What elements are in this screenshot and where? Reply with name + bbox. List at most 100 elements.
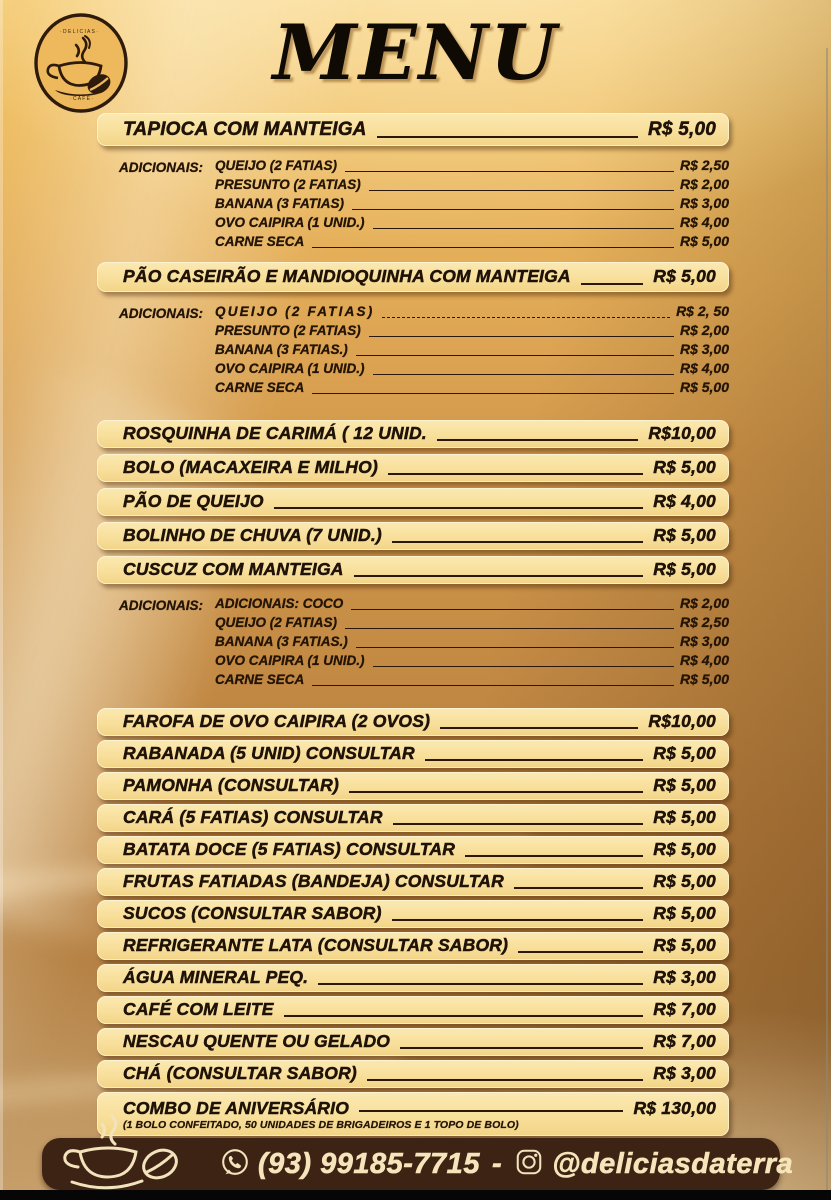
dotted-leader bbox=[366, 1079, 644, 1081]
page-title: MENU bbox=[272, 8, 559, 97]
item-name: RABANADA (5 UNID) CONSULTAR bbox=[123, 743, 415, 764]
dotted-leader bbox=[318, 983, 644, 985]
menu-item-row: NESCAU QUENTE OU GELADO R$ 7,00 bbox=[97, 1028, 729, 1056]
addon-row: PRESUNTO (2 FATIAS) R$ 2,00 bbox=[215, 176, 729, 195]
menu-item-row: PÃO CASEIRÃO E MANDIOQUINHA COM MANTEIGA… bbox=[97, 262, 729, 292]
addon-name: BANANA (3 FATIAS.) bbox=[215, 342, 348, 357]
item-name: FAROFA DE OVO CAIPIRA (2 OVOS) bbox=[123, 711, 431, 732]
menu-item-row: REFRIGERANTE LATA (CONSULTAR SABOR) R$ 5,… bbox=[97, 932, 729, 960]
item-name: PAMONHA (CONSULTAR) bbox=[123, 775, 340, 796]
addon-row: BANANA (3 FATIAS.) R$ 3,00 bbox=[215, 341, 729, 360]
addon-price: R$ 3,00 bbox=[679, 633, 729, 649]
menu-item-row: BOLO (MACAXEIRA E MILHO) R$ 5,00 bbox=[97, 454, 729, 482]
svg-text:· C A F É ·: · C A F É · bbox=[70, 95, 93, 102]
item-name: CAFÉ COM LEITE bbox=[123, 999, 274, 1020]
dotted-leader bbox=[440, 727, 639, 729]
item-name: BOLINHO DE CHUVA (7 UNID.) bbox=[123, 525, 382, 546]
addons-rows: ADICIONAIS: COCO R$ 2,00 QUEIJO (2 FATIAS)… bbox=[215, 595, 729, 690]
dotted-leader bbox=[376, 136, 639, 138]
addon-name: CARNE SECA bbox=[215, 380, 305, 395]
dotted-leader bbox=[353, 575, 644, 577]
dotted-leader bbox=[387, 473, 644, 475]
phone-number: (93) 99185-7715 bbox=[258, 1147, 480, 1180]
item-price: R$ 4,00 bbox=[653, 491, 716, 512]
dotted-leader bbox=[400, 1047, 644, 1049]
addon-row: OVO CAIPIRA (1 UNID.) R$ 4,00 bbox=[215, 360, 729, 379]
dotted-leader bbox=[355, 355, 674, 356]
addon-name: BANANA (3 FATIAS.) bbox=[215, 634, 348, 649]
item-name: BOLO (MACAXEIRA E MILHO) bbox=[123, 457, 378, 478]
item-name: PÃO CASEIRÃO E MANDIOQUINHA COM MANTEIGA bbox=[123, 266, 571, 287]
menu-item-line: COMBO DE ANIVERSÁRIO R$ 130,00 bbox=[123, 1100, 716, 1118]
addon-row: BANANA (3 FATIAS.) R$ 3,00 bbox=[215, 633, 729, 652]
addon-row: CARNE SECA R$ 5,00 bbox=[215, 233, 729, 252]
addon-name: OVO CAIPIRA (1 UNID.) bbox=[215, 361, 365, 376]
addon-price: R$ 3,00 bbox=[679, 195, 729, 211]
item-price: R$ 5,00 bbox=[653, 525, 716, 546]
item-price: R$10,00 bbox=[648, 423, 716, 444]
addon-price: R$ 5,00 bbox=[679, 671, 729, 687]
dotted-leader bbox=[518, 951, 644, 953]
dotted-leader bbox=[382, 317, 671, 318]
item-name: REFRIGERANTE LATA (CONSULTAR SABOR) bbox=[123, 935, 509, 956]
menu-item-row: CHÁ (CONSULTAR SABOR) R$ 3,00 bbox=[97, 1060, 729, 1088]
addon-row: PRESUNTO (2 FATIAS) R$ 2,00 bbox=[215, 322, 729, 341]
menu-item-row: TAPIOCA COM MANTEIGA R$ 5,00 bbox=[97, 113, 729, 146]
menu-item-row: BATATA DOCE (5 FATIAS) CONSULTAR R$ 5,00 bbox=[97, 836, 729, 864]
addon-name: ADICIONAIS: COCO bbox=[215, 596, 344, 611]
bottom-black-strip bbox=[0, 1190, 831, 1200]
item-name: ROSQUINHA DE CARIMÁ ( 12 UNID. bbox=[123, 423, 427, 444]
item-price: R$ 5,00 bbox=[648, 119, 716, 140]
item-name: CARÁ (5 FATIAS) CONSULTAR bbox=[123, 807, 383, 828]
item-name: BATATA DOCE (5 FATIAS) CONSULTAR bbox=[123, 839, 456, 860]
footer-contact-bar: (93) 99185-7715 - @deliciasdaterra bbox=[42, 1114, 793, 1190]
menu-item-row: FAROFA DE OVO CAIPIRA (2 OVOS) R$10,00 bbox=[97, 708, 729, 736]
item-name: SUCOS (CONSULTAR SABOR) bbox=[123, 903, 382, 924]
page-edge-right bbox=[826, 48, 828, 1200]
item-price: R$ 130,00 bbox=[633, 1098, 716, 1119]
addon-price: R$ 2,00 bbox=[679, 176, 729, 192]
dotted-leader bbox=[465, 855, 644, 857]
item-name: COMBO DE ANIVERSÁRIO bbox=[123, 1098, 350, 1119]
addon-row: ADICIONAIS: COCO R$ 2,00 bbox=[215, 595, 729, 614]
brand-logo: · D E L I C I A S · · C A F É · bbox=[33, 12, 129, 114]
item-price: R$ 5,00 bbox=[653, 935, 716, 956]
coffee-logo-icon: · D E L I C I A S · · C A F É · bbox=[34, 13, 128, 113]
addon-price: R$ 2,00 bbox=[679, 322, 729, 338]
menu-item-row: SUCOS (CONSULTAR SABOR) R$ 5,00 bbox=[97, 900, 729, 928]
whatsapp-icon[interactable] bbox=[220, 1147, 250, 1182]
item-name: NESCAU QUENTE OU GELADO bbox=[123, 1031, 391, 1052]
item-price: R$ 5,00 bbox=[653, 839, 716, 860]
dotted-leader bbox=[351, 609, 674, 610]
addon-price: R$ 4,00 bbox=[679, 214, 729, 230]
dotted-leader bbox=[312, 393, 674, 394]
dotted-leader bbox=[372, 228, 674, 229]
addons-label: ADICIONAIS: bbox=[119, 306, 203, 321]
coffee-cup-icon bbox=[63, 1114, 178, 1190]
addon-row: BANANA (3 FATIAS) R$ 3,00 bbox=[215, 195, 729, 214]
item-price: R$ 3,00 bbox=[653, 967, 716, 988]
menu-item-row: PÃO DE QUEIJO R$ 4,00 bbox=[97, 488, 729, 516]
addon-name: PRESUNTO (2 FATIAS) bbox=[215, 323, 361, 338]
addon-row: OVO CAIPIRA (1 UNID.) R$ 4,00 bbox=[215, 214, 729, 233]
menu-item-row: CARÁ (5 FATIAS) CONSULTAR R$ 5,00 bbox=[97, 804, 729, 832]
dotted-leader bbox=[513, 887, 644, 889]
addon-name: CARNE SECA bbox=[215, 234, 305, 249]
addon-price: R$ 5,00 bbox=[679, 379, 729, 395]
item-price: R$ 5,00 bbox=[653, 266, 716, 287]
addon-row: QUEIJO (2 FATIAS) R$ 2,50 bbox=[215, 157, 729, 176]
item-price: R$ 5,00 bbox=[653, 559, 716, 580]
dotted-leader bbox=[391, 919, 644, 921]
menu-item-row: RABANADA (5 UNID) CONSULTAR R$ 5,00 bbox=[97, 740, 729, 768]
addon-row: OVO CAIPIRA (1 UNID.) R$ 4,00 bbox=[215, 652, 729, 671]
addon-row: CARNE SECA R$ 5,00 bbox=[215, 671, 729, 690]
item-price: R$ 7,00 bbox=[653, 1031, 716, 1052]
page-edge-left bbox=[0, 0, 3, 1200]
instagram-icon[interactable] bbox=[514, 1147, 544, 1182]
dotted-leader bbox=[283, 1015, 644, 1017]
item-price: R$ 3,00 bbox=[653, 1063, 716, 1084]
menu-item-row: ROSQUINHA DE CARIMÁ ( 12 UNID. R$10,00 bbox=[97, 420, 729, 448]
addon-price: R$ 4,00 bbox=[679, 652, 729, 668]
dotted-leader bbox=[391, 541, 644, 543]
